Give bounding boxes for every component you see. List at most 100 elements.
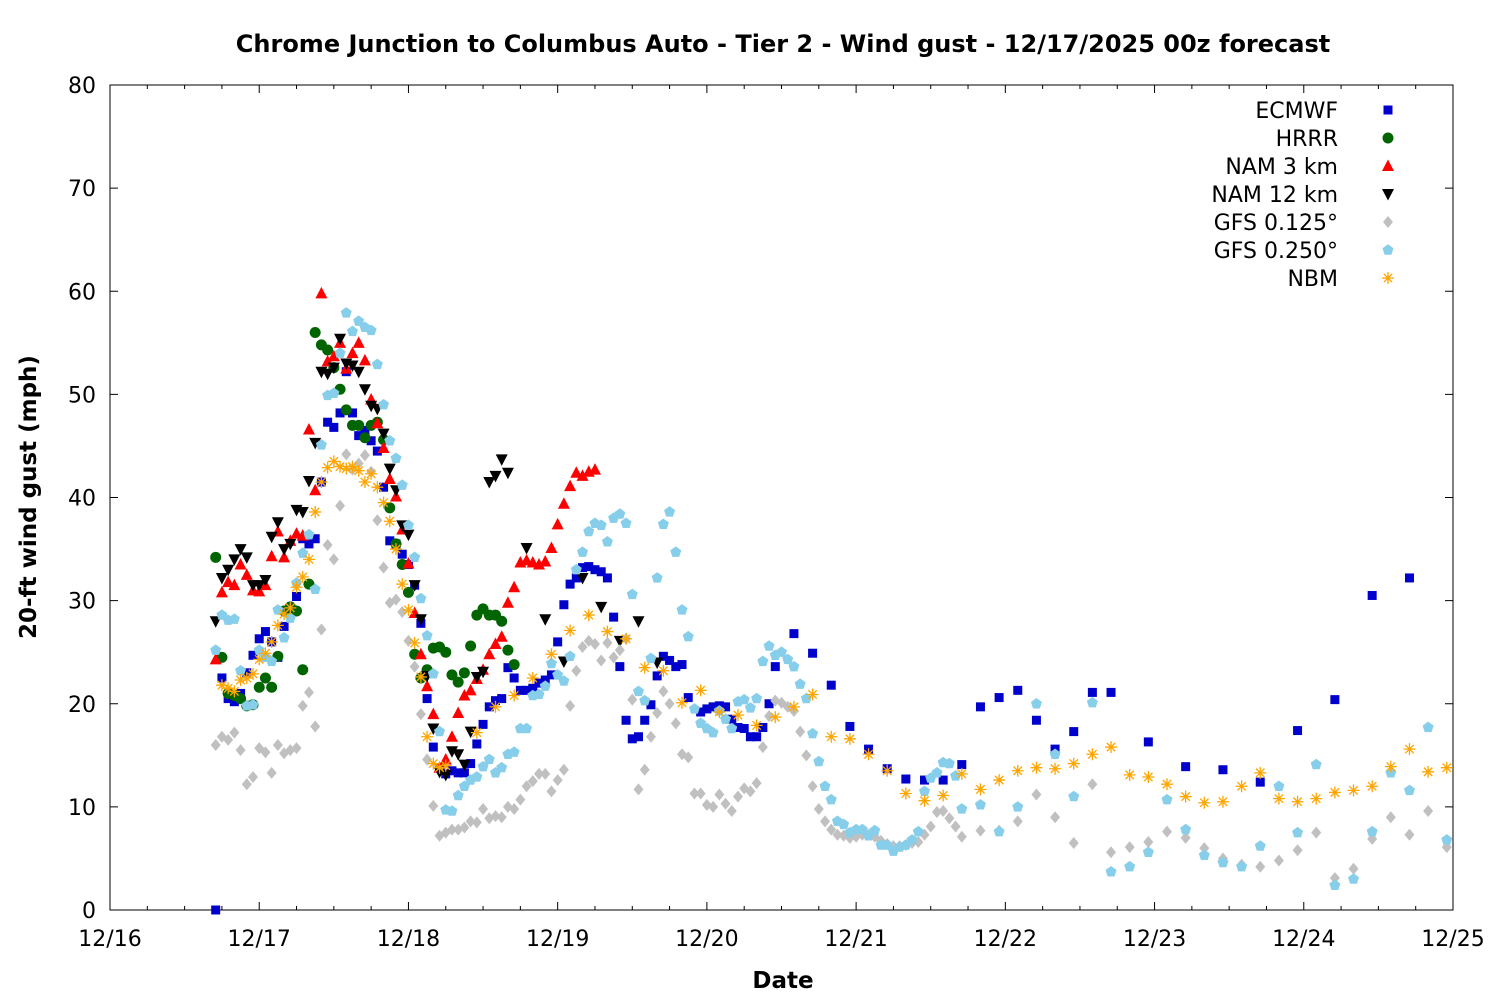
nbm-point — [247, 667, 260, 680]
gfs-0-250-point — [583, 525, 595, 537]
nam-3-km-point — [445, 730, 458, 742]
gfs-0-125-point — [720, 797, 731, 810]
gfs-0-250-point — [235, 664, 247, 676]
gfs-0-125-point — [795, 725, 806, 738]
gfs-0-250-point — [558, 675, 570, 686]
ecmwf-point — [217, 673, 227, 683]
gfs-0-250-point — [1348, 873, 1360, 884]
gfs-0-250-point — [415, 592, 427, 604]
gfs-0-250-point — [688, 703, 700, 714]
nbm-point — [937, 789, 950, 802]
nbm-point — [302, 553, 315, 566]
hrrr-point — [458, 667, 470, 679]
nbm-point — [371, 481, 384, 494]
gfs-0-125-point — [558, 763, 569, 776]
gfs-0-250-point — [1180, 823, 1192, 835]
ecmwf-point — [1367, 590, 1377, 600]
nam-3-km-point — [383, 472, 396, 484]
y-axis: 0 10 20 30 40 50 60 70 80 — [68, 74, 1453, 924]
ecmwf-point — [360, 425, 370, 435]
nbm-point — [228, 685, 241, 698]
ecmwf-point — [584, 562, 594, 572]
gfs-0-250-point — [676, 604, 688, 615]
nbm-point — [296, 570, 309, 583]
nbm-point — [290, 581, 303, 594]
ecmwf-point — [1143, 737, 1153, 747]
nam-12-km-point — [595, 601, 608, 614]
y-tick-label: 50 — [68, 383, 96, 408]
nam-3-km-point — [327, 349, 340, 362]
nam-3-km-point — [452, 706, 465, 719]
gfs-0-250-point — [943, 757, 955, 769]
nbm-point — [1142, 770, 1155, 783]
gfs-0-250-point — [763, 640, 775, 651]
gfs-0-125-point — [826, 823, 837, 836]
ecmwf-point — [447, 766, 457, 776]
gfs-0-250-point — [564, 650, 576, 661]
hrrr-point — [359, 432, 371, 444]
gfs-0-125-point — [316, 623, 327, 636]
gfs-0-125-point — [527, 775, 538, 788]
gfs-0-250-point — [775, 646, 788, 657]
gfs-0-125-point — [341, 448, 352, 461]
nbm-point — [377, 496, 390, 509]
nam-3-km-point — [352, 336, 365, 348]
gfs-0-250-point — [315, 439, 327, 450]
nam-12-km-point — [234, 544, 247, 556]
nam-12-km-point — [302, 476, 315, 488]
gfs-0-250-point — [707, 726, 719, 738]
gfs-0-250-point — [620, 517, 632, 528]
nbm-point — [408, 636, 421, 649]
gfs-0-250-point — [278, 631, 290, 643]
gfs-0-250-point — [931, 767, 943, 778]
nam-3-km-point — [557, 497, 570, 509]
ecmwf-point — [696, 707, 706, 717]
nbm-point — [215, 679, 228, 692]
nam-12-km-point — [278, 544, 291, 556]
gfs-0-125-point — [322, 538, 333, 551]
gfs-0-250-point — [272, 604, 284, 615]
x-tick-label: 12/22 — [974, 927, 1037, 952]
nbm-point — [1347, 784, 1360, 797]
nbm-point — [278, 608, 291, 621]
legend-label-hrrr: HRRR — [1276, 127, 1338, 152]
nbm-point — [1049, 762, 1062, 775]
gfs-0-250-point — [284, 612, 296, 623]
gfs-0-125-point — [1050, 811, 1061, 824]
gfs-0-125-point — [465, 815, 476, 828]
nbm-point — [271, 619, 284, 632]
ecmwf-point — [335, 408, 345, 418]
nbm-point — [1011, 764, 1024, 777]
series-gfs-0-125 — [210, 448, 1452, 885]
nbm-point — [862, 748, 875, 761]
ecmwf-point — [758, 722, 768, 732]
gfs-0-125-point — [1292, 844, 1303, 857]
gfs-0-125-point — [807, 780, 818, 793]
y-tick-label: 80 — [68, 74, 96, 99]
hrrr-point — [235, 693, 247, 705]
gfs-0-250-point — [956, 803, 968, 814]
hrrr-point — [465, 640, 477, 652]
gfs-0-250-point — [1105, 866, 1117, 877]
nbm-point — [383, 515, 396, 528]
ecmwf-point — [354, 431, 364, 441]
nbm-point — [309, 505, 322, 518]
gfs-0-125-point — [1404, 828, 1415, 841]
gfs-0-125-point — [490, 810, 501, 823]
ecmwf-point — [627, 734, 637, 744]
gfs-0-250-point — [744, 702, 756, 713]
gfs-0-250-point — [918, 785, 931, 797]
ecmwf-point — [385, 536, 395, 546]
gfs-0-250-point — [800, 692, 812, 704]
gfs-0-125-point — [210, 739, 221, 751]
gfs-0-125-point — [1180, 831, 1191, 844]
legend-marker-hrrr — [1382, 132, 1394, 144]
gfs-0-125-point — [589, 637, 600, 650]
gfs-0-125-point — [266, 766, 277, 779]
gfs-0-250-point — [1422, 721, 1434, 733]
gfs-0-125-point — [670, 717, 681, 730]
gfs-0-125-point — [540, 767, 551, 780]
nbm-point — [899, 787, 912, 800]
legend-label-gfs-0-125: GFS 0.125° — [1214, 211, 1338, 236]
